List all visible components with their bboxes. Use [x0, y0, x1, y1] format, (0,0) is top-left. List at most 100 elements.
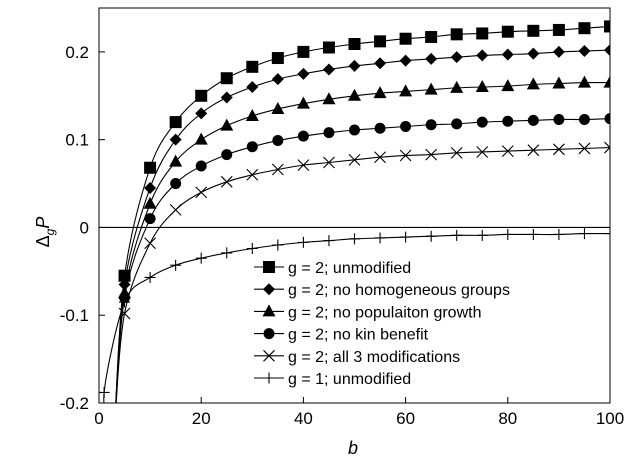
x-tick-label: 0: [94, 409, 103, 428]
data-point: [323, 156, 335, 169]
x-tick-label: 80: [498, 409, 517, 428]
data-point: [221, 247, 233, 259]
y-axis-label-subscript: g: [43, 228, 57, 235]
y-tick-label: 0.1: [65, 131, 89, 150]
data-point: [348, 59, 361, 72]
legend-marker: [263, 349, 275, 362]
legend-item: g = 2; unmodified: [254, 260, 411, 277]
data-point: [373, 86, 387, 99]
data-point: [297, 236, 309, 248]
legend-item: g = 2; no populaiton growth: [254, 304, 481, 321]
data-point: [296, 96, 310, 109]
data-point: [578, 228, 590, 240]
data-point: [450, 28, 463, 41]
legend-item: g = 2; all 3 modifications: [254, 349, 460, 366]
data-point: [553, 228, 565, 240]
data-point: [271, 73, 284, 86]
data-point: [297, 67, 310, 80]
data-point: [399, 84, 413, 97]
data-point: [425, 230, 437, 242]
data-point: [527, 24, 540, 37]
data-point: [169, 154, 183, 167]
legend-item: g = 1; unmodified: [254, 371, 411, 388]
data-point: [272, 135, 284, 147]
data-point: [322, 63, 335, 76]
data-point: [527, 228, 539, 240]
y-axis-label: ΔgP: [33, 217, 57, 248]
data-point: [220, 72, 233, 85]
legend-item: g = 2; no kin benefit: [254, 327, 429, 344]
data-point: [245, 108, 259, 121]
data-point: [170, 259, 182, 271]
series-line: [115, 49, 610, 403]
legend-marker: [263, 372, 275, 384]
data-point: [246, 81, 259, 93]
y-tick-label: 0.2: [65, 43, 89, 62]
legend-item: g = 2; no homogeneous groups: [254, 282, 510, 299]
data-point: [271, 163, 284, 176]
x-tick-label: 20: [192, 409, 211, 428]
data-point: [271, 52, 284, 65]
series-line: [115, 25, 610, 403]
y-axis-label-delta: Δ: [33, 235, 53, 247]
data-point: [553, 143, 565, 156]
data-point: [348, 88, 361, 101]
data-point: [246, 60, 259, 73]
data-point: [322, 41, 335, 54]
data-point: [144, 181, 157, 194]
y-axis-label-symbol: P: [33, 217, 53, 229]
data-point: [424, 82, 438, 95]
data-point: [195, 160, 207, 172]
data-point: [170, 178, 182, 190]
data-point: [476, 27, 489, 40]
data-point: [451, 118, 463, 130]
data-point: [425, 52, 438, 65]
data-point: [526, 77, 540, 90]
data-point: [195, 186, 208, 199]
data-point: [194, 132, 208, 145]
legend-label: g = 2; unmodified: [288, 260, 411, 277]
data-point: [501, 25, 514, 38]
data-point: [450, 80, 464, 93]
data-point: [425, 30, 438, 43]
data-point: [297, 45, 310, 58]
data-point: [475, 80, 489, 92]
data-point: [144, 237, 156, 250]
legend-marker: [263, 261, 275, 273]
series-layer: [99, 20, 610, 403]
series-x: [115, 141, 610, 403]
data-point: [476, 49, 489, 62]
legend-label: g = 2; no kin benefit: [288, 327, 429, 344]
data-point: [195, 252, 207, 264]
data-point: [501, 145, 514, 157]
data-point: [425, 148, 438, 161]
legend-label: g = 2; no populaiton growth: [288, 304, 481, 321]
series-plus: [99, 228, 610, 403]
data-point: [552, 23, 565, 36]
y-tick-label: 0: [80, 218, 89, 237]
data-point: [246, 168, 259, 181]
data-point: [425, 119, 437, 131]
data-point: [399, 32, 412, 45]
data-point: [476, 146, 489, 158]
data-point: [400, 121, 412, 132]
legend-marker: [263, 328, 275, 340]
x-tick-label: 100: [596, 409, 624, 428]
data-point: [578, 113, 590, 125]
data-point: [349, 124, 360, 136]
data-point: [348, 153, 361, 166]
axes: [98, 7, 611, 404]
data-point: [577, 75, 591, 88]
data-point: [501, 48, 514, 61]
y-tick-label: -0.2: [60, 394, 89, 413]
data-point: [144, 271, 156, 283]
data-point: [552, 45, 565, 58]
data-point: [604, 113, 610, 125]
data-point: [374, 35, 387, 48]
series-circle: [115, 113, 610, 403]
data-point: [118, 307, 131, 320]
data-point: [603, 75, 610, 88]
data-point: [348, 37, 361, 50]
data-point: [578, 45, 591, 58]
